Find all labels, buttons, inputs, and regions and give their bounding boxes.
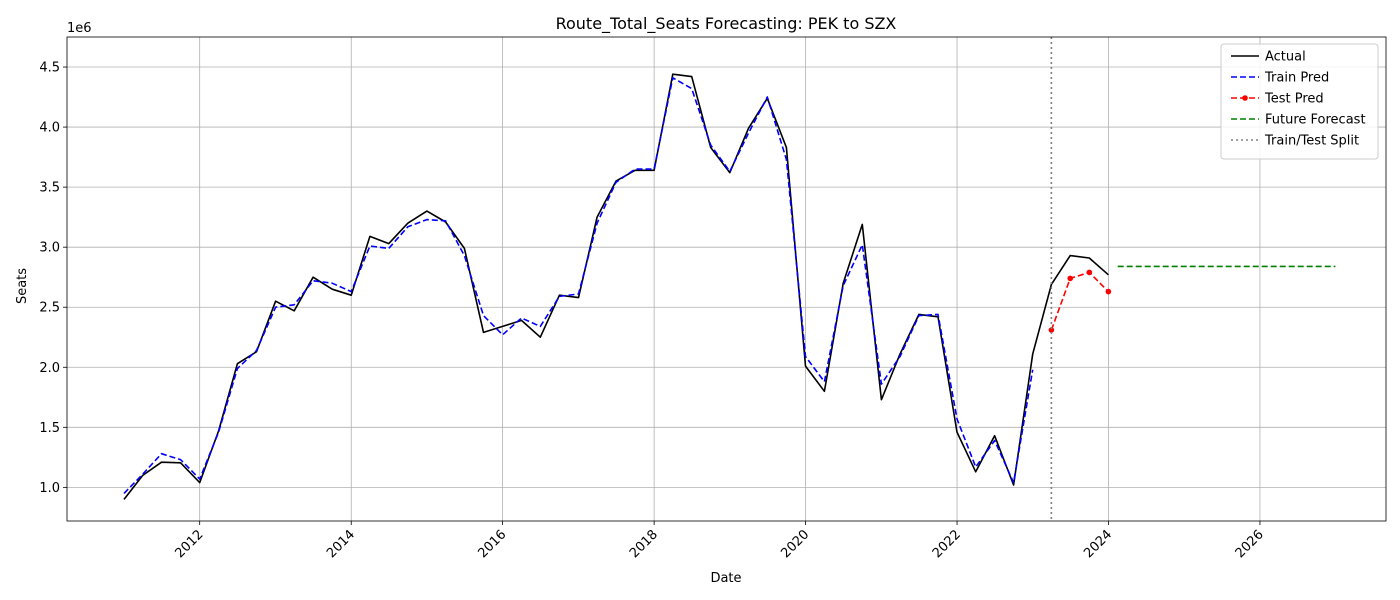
data-point-test-pred — [1086, 269, 1093, 276]
legend-label-future-forecast: Future Forecast — [1265, 113, 1366, 128]
data-point-test-pred — [1105, 288, 1112, 295]
x-tick-label: 2012 — [173, 527, 207, 561]
x-tick-label: 2018 — [627, 527, 661, 561]
y-tick-label: 4.0 — [39, 121, 60, 136]
x-tick-label: 2026 — [1233, 527, 1267, 561]
data-point-test-pred — [1048, 327, 1055, 333]
x-tick-label: 2014 — [324, 527, 358, 561]
y-tick-label: 3.5 — [39, 181, 60, 196]
y-tick-label: 2.0 — [39, 361, 60, 376]
grid-lines — [67, 37, 1386, 521]
legend: Actual Train Pred Test Pred Future Forecast… — [1220, 43, 1379, 160]
x-tick-label: 2022 — [930, 527, 964, 561]
legend-label-train-pred: Train Pred — [1264, 71, 1329, 86]
legend-marker-test-pred — [1242, 95, 1248, 101]
x-tick-label: 2024 — [1081, 527, 1115, 561]
series-line-train-pred — [123, 77, 1034, 494]
axes: 2012 2014 2016 2018 2020 2022 2024 2026 1.0 1.5 2.… — [39, 36, 1387, 561]
chart-title: Route_Total_Seats Forecasting: PEK to SZ… — [556, 14, 897, 34]
y-tick-label: 1.0 — [39, 481, 60, 496]
y-tick-label: 1.5 — [39, 421, 60, 436]
series-line-actual — [123, 73, 1109, 500]
y-axis-offset-label: 1e6 — [67, 21, 92, 36]
x-axis-label: Date — [710, 571, 741, 586]
y-axis-label: Seats — [15, 268, 30, 304]
y-tick-label: 3.0 — [39, 241, 60, 256]
x-tick-label: 2020 — [778, 527, 812, 561]
legend-label-train-test-split: Train/Test Split — [1264, 134, 1359, 149]
legend-label-actual: Actual — [1265, 50, 1306, 65]
y-tick-label: 4.5 — [39, 61, 60, 76]
series-line-test-pred — [1050, 271, 1109, 331]
x-tick-label: 2016 — [475, 527, 509, 561]
y-tick-label: 2.5 — [39, 301, 60, 316]
legend-label-test-pred: Test Pred — [1264, 92, 1324, 107]
plot-frame — [66, 36, 1387, 522]
data-point-test-pred — [1067, 275, 1074, 282]
series-lines — [123, 37, 1336, 521]
legend-box — [1220, 43, 1379, 160]
